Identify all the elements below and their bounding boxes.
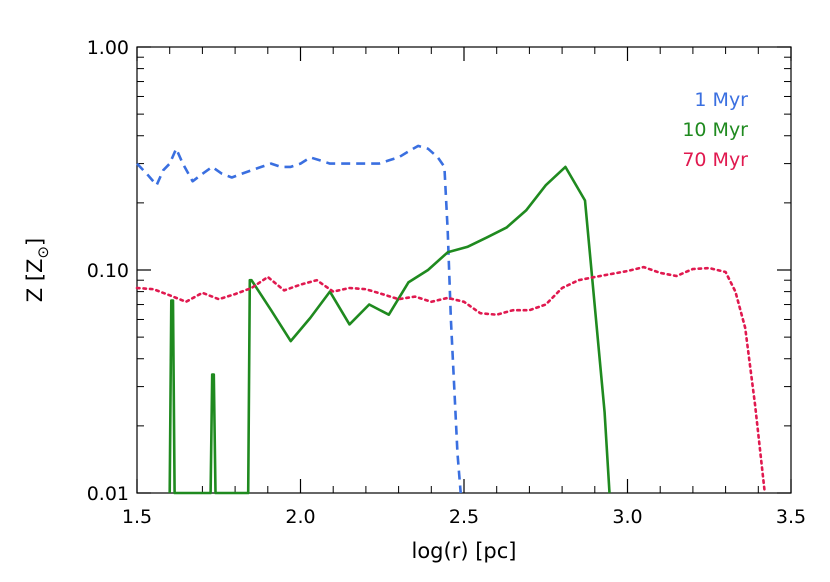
series-line-10-myr bbox=[168, 165, 611, 495]
series-line-1-myr bbox=[136, 144, 462, 494]
x-tick-label: 1.5 bbox=[122, 506, 152, 528]
axis-ticks bbox=[136, 46, 792, 494]
series-layer bbox=[135, 144, 767, 495]
x-tick-label: 3.5 bbox=[776, 506, 806, 528]
legend-entry: 1 Myr bbox=[694, 89, 748, 111]
y-tick-label: 0.01 bbox=[87, 483, 129, 505]
y-tick-label: 1.00 bbox=[87, 37, 129, 59]
y-tick-label: 0.10 bbox=[87, 260, 129, 282]
y-axis-title-close: ] bbox=[23, 238, 47, 246]
legend-entry: 10 Myr bbox=[682, 119, 748, 141]
legend: 1 Myr 10 Myr 70 Myr bbox=[682, 89, 748, 171]
x-axis-title: log(r) [pc] bbox=[412, 539, 517, 563]
y-axis-title: Z [Z⊙] bbox=[23, 238, 52, 302]
x-tick-label: 3.0 bbox=[612, 506, 642, 528]
legend-entry: 70 Myr bbox=[682, 149, 748, 171]
tick-labels: 1.5 2.0 2.5 3.0 3.5 0.01 0.10 1.00 bbox=[87, 37, 806, 528]
svg-text:Z [Z⊙]: Z [Z⊙] bbox=[23, 238, 52, 302]
x-tick-label: 2.5 bbox=[449, 506, 479, 528]
y-axis-title-subscript: ⊙ bbox=[34, 246, 52, 259]
y-axis-title-main: Z [Z bbox=[23, 259, 47, 303]
x-tick-label: 2.0 bbox=[285, 506, 315, 528]
series-line-70-myr bbox=[135, 265, 767, 495]
